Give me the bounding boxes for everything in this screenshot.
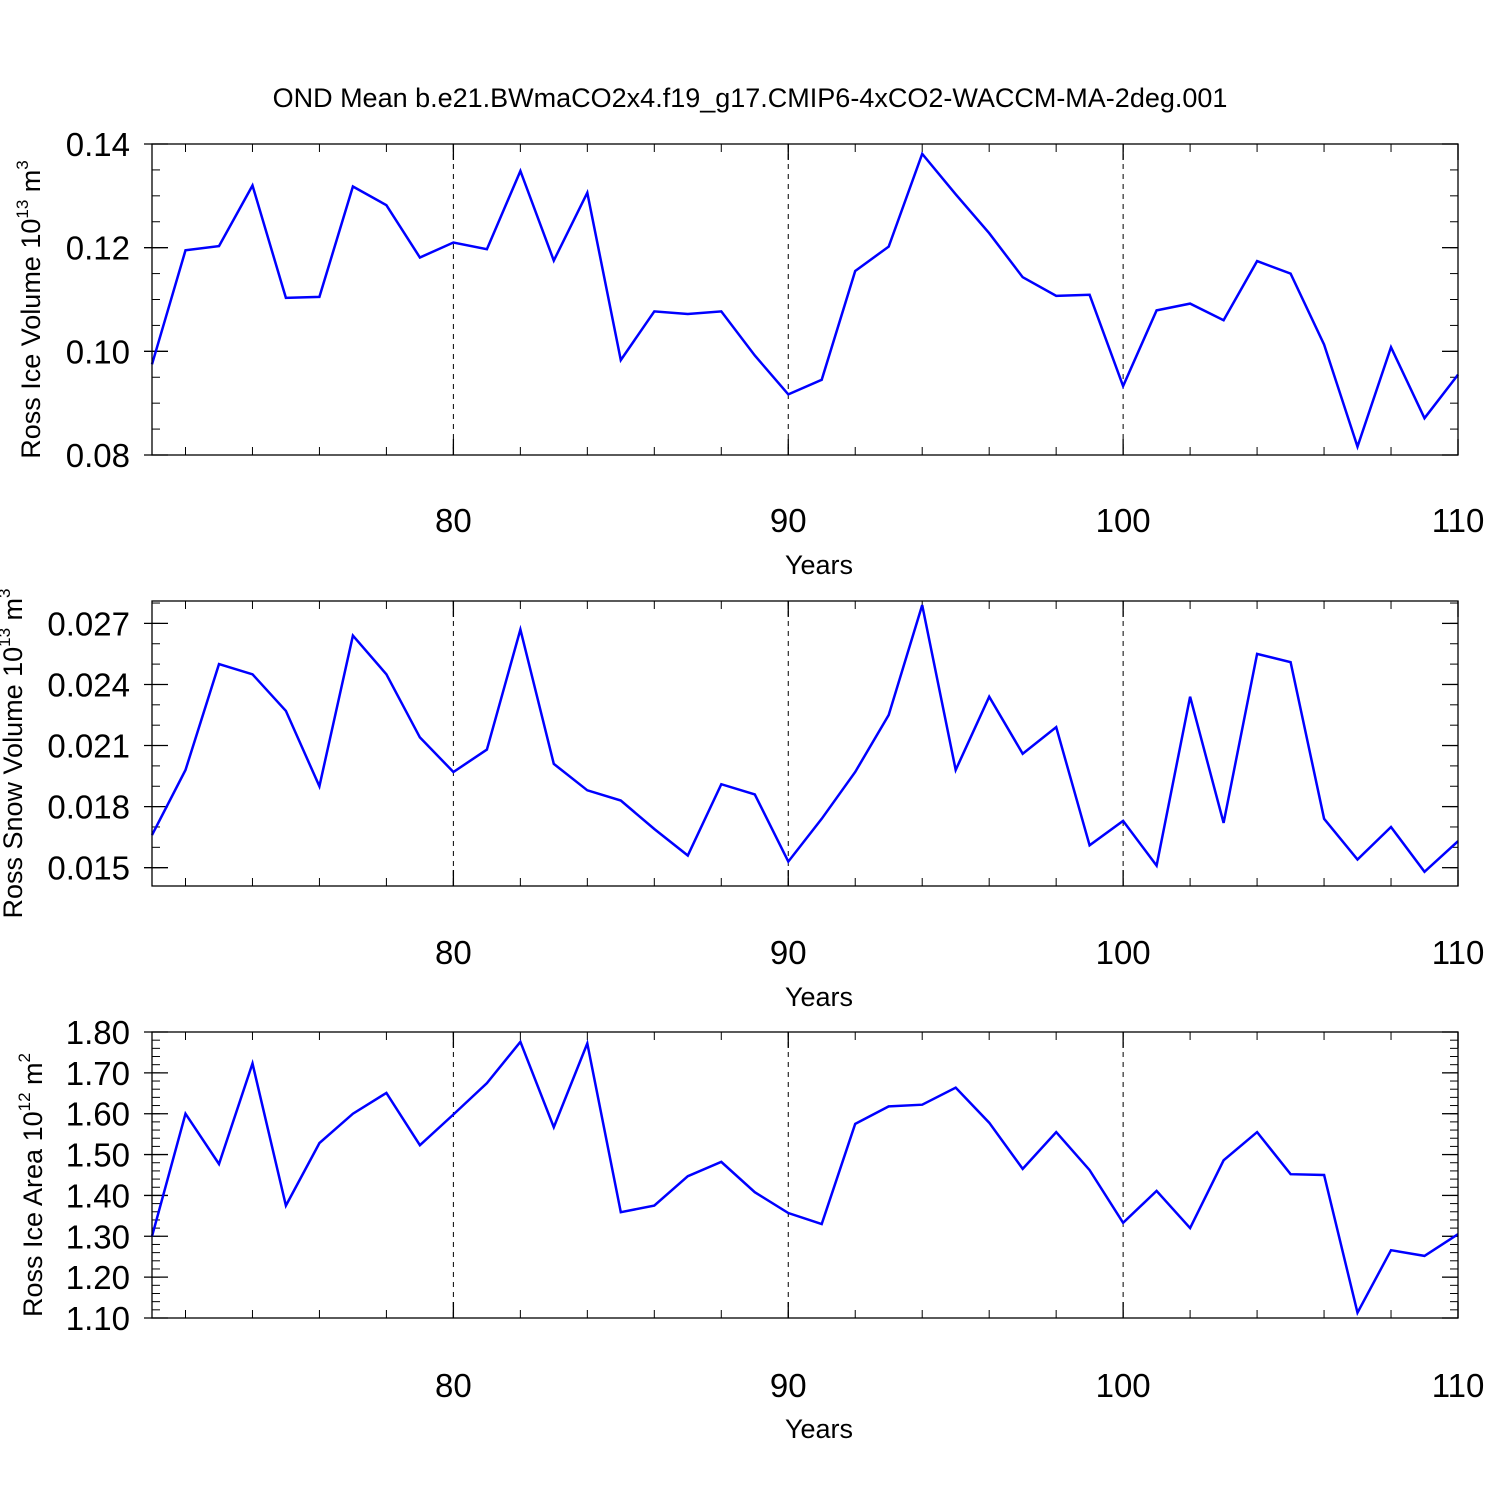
series-line (150, 604, 1459, 874)
x-axis-label: Years (785, 982, 853, 1012)
y-axis-label: Ross Ice Area 1012 m2 (15, 1053, 48, 1317)
ytick-label: 1.20 (66, 1259, 130, 1296)
xtick-label: 90 (770, 502, 807, 539)
x-axis-label: Years (785, 550, 853, 580)
y-axis-label: Ross Ice Volume 1013 m3 (13, 160, 46, 459)
ytick-label: 0.024 (47, 666, 130, 703)
ytick-label: 0.015 (47, 850, 130, 887)
xtick-label: 110 (1432, 934, 1485, 971)
ytick-label: 1.60 (66, 1096, 130, 1133)
y-axis-label: Ross Snow Volume 1013 m3 (0, 588, 28, 918)
x-axis-label: Years (785, 1414, 853, 1444)
ytick-label: 0.021 (47, 728, 130, 765)
xtick-label: 110 (1432, 1367, 1485, 1404)
ytick-label: 1.50 (66, 1137, 130, 1174)
ytick-label: 1.70 (66, 1055, 130, 1092)
panel-2: 80 90 100 110 0.015 0.018 0.021 0.024 0.027 Years… (0, 588, 1484, 1012)
xtick-label: 100 (1096, 502, 1151, 539)
xtick-label: 80 (435, 934, 472, 971)
ytick-label: 0.10 (66, 333, 130, 370)
xtick-label: 80 (435, 1367, 472, 1404)
series-line (150, 151, 1459, 451)
plot-frame (151, 1031, 1459, 1319)
ytick-label: 1.10 (66, 1300, 130, 1337)
ytick-label: 0.018 (47, 789, 130, 826)
xtick-label: 90 (770, 1367, 807, 1404)
figure-title: OND Mean b.e21.BWmaCO2x4.f19_g17.CMIP6-4… (273, 83, 1228, 113)
xtick-label: 100 (1096, 1367, 1151, 1404)
xtick-label: 110 (1432, 502, 1485, 539)
series-line (150, 1039, 1459, 1317)
xtick-label: 90 (770, 934, 807, 971)
panel-1: 80 90 100 110 0.08 0.10 0.12 0.14 Years Ross Ice … (13, 126, 1484, 580)
ytick-label: 0.14 (66, 126, 130, 163)
xtick-label: 100 (1096, 934, 1151, 971)
plot-frame (151, 600, 1459, 887)
ytick-label: 1.80 (66, 1014, 130, 1051)
panels: 80 90 100 110 0.08 0.10 0.12 0.14 Years Ross Ice … (0, 126, 1484, 1444)
ytick-label: 1.30 (66, 1218, 130, 1255)
ytick-label: 1.40 (66, 1177, 130, 1214)
ytick-label: 0.12 (66, 230, 130, 267)
xtick-label: 80 (435, 502, 472, 539)
panel-3: 80 90 100 110 1.10 1.20 1.30 1.401.50 1.60 1.70 1.… (15, 1014, 1484, 1444)
ytick-label: 0.08 (66, 437, 130, 474)
ytick-label: 0.027 (47, 605, 130, 642)
plot-frame (151, 143, 1459, 456)
